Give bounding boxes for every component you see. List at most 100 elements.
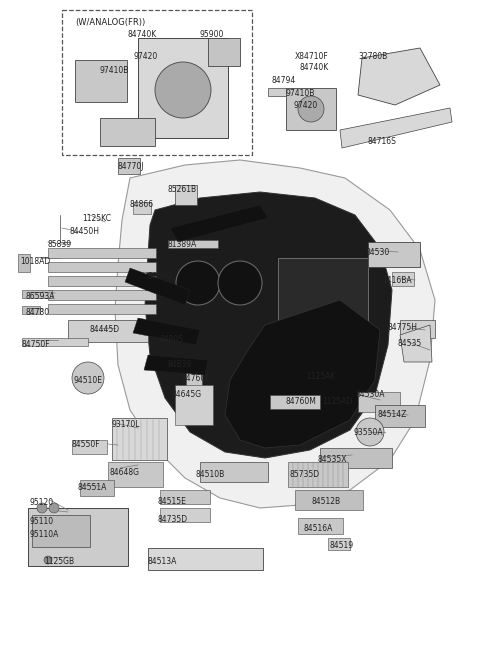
Bar <box>48 276 156 286</box>
Bar <box>200 462 268 482</box>
Text: 84839: 84839 <box>168 360 192 369</box>
Text: 84750F: 84750F <box>22 340 50 349</box>
Text: 1125AD: 1125AD <box>322 397 352 406</box>
Bar <box>170 358 186 366</box>
Bar <box>148 548 263 570</box>
Bar <box>22 290 52 298</box>
Bar <box>48 248 156 258</box>
Bar <box>208 38 240 66</box>
Bar <box>75 60 127 102</box>
Bar <box>160 508 210 522</box>
Text: 95900: 95900 <box>199 30 223 39</box>
Bar <box>320 448 392 468</box>
Bar <box>295 490 363 510</box>
Circle shape <box>49 503 59 513</box>
Text: 95120: 95120 <box>30 498 54 507</box>
Text: 84735D: 84735D <box>157 515 187 524</box>
Text: 84551A: 84551A <box>78 483 108 492</box>
Circle shape <box>37 503 47 513</box>
Text: 86593A: 86593A <box>26 292 56 301</box>
Text: 84648G: 84648G <box>110 468 140 477</box>
Text: 84535: 84535 <box>397 339 421 348</box>
Text: X84710F: X84710F <box>295 52 329 61</box>
Bar <box>368 242 420 267</box>
Bar <box>186 365 202 415</box>
Bar <box>328 538 350 550</box>
Polygon shape <box>225 300 380 448</box>
Circle shape <box>298 96 324 122</box>
Circle shape <box>356 418 384 446</box>
Text: 84510B: 84510B <box>196 470 225 479</box>
Text: 95110: 95110 <box>30 517 54 526</box>
Polygon shape <box>115 160 435 508</box>
Bar <box>298 518 343 534</box>
Bar <box>160 490 210 504</box>
Text: 84780: 84780 <box>26 308 50 317</box>
Bar <box>48 262 156 272</box>
Polygon shape <box>145 192 392 458</box>
Bar <box>358 392 400 412</box>
Text: 84519: 84519 <box>330 541 354 550</box>
Bar <box>80 480 114 496</box>
Bar <box>48 304 156 314</box>
Bar <box>48 290 156 300</box>
Text: 81389A: 81389A <box>168 240 197 249</box>
Text: 84760M: 84760M <box>286 397 317 406</box>
Text: 1018AD: 1018AD <box>20 257 50 266</box>
Bar <box>22 306 40 314</box>
Bar <box>286 88 336 130</box>
Text: 97410B: 97410B <box>100 66 130 75</box>
Text: 93170L: 93170L <box>112 420 141 429</box>
Text: 94510E: 94510E <box>73 376 102 385</box>
Bar <box>68 320 148 342</box>
Text: 85735D: 85735D <box>290 470 320 479</box>
Polygon shape <box>400 325 432 362</box>
Bar <box>18 254 30 272</box>
Text: 84535X: 84535X <box>318 455 348 464</box>
Text: 97410B: 97410B <box>285 89 314 98</box>
Bar <box>268 88 286 96</box>
Polygon shape <box>144 355 208 375</box>
Bar <box>72 440 107 454</box>
Text: 84515E: 84515E <box>157 497 186 506</box>
Bar <box>28 508 128 566</box>
Bar <box>278 258 368 323</box>
Text: 84445D: 84445D <box>90 325 120 334</box>
Text: 32780B: 32780B <box>358 52 387 61</box>
Text: 84530A: 84530A <box>355 390 384 399</box>
Polygon shape <box>170 205 268 242</box>
Text: 84550F: 84550F <box>72 440 101 449</box>
Bar <box>270 395 320 409</box>
Polygon shape <box>358 48 440 105</box>
Bar <box>108 462 163 487</box>
Polygon shape <box>340 108 452 148</box>
Bar <box>62 10 252 155</box>
Circle shape <box>44 556 52 564</box>
Bar <box>32 515 90 547</box>
Text: 84514Z: 84514Z <box>378 410 408 419</box>
Text: 84775H: 84775H <box>387 323 417 332</box>
Bar <box>118 158 140 174</box>
Bar <box>22 338 88 346</box>
Bar <box>100 118 155 146</box>
Bar <box>133 202 151 214</box>
Text: 84590: 84590 <box>148 272 172 281</box>
Bar <box>375 405 425 427</box>
Text: 84740K: 84740K <box>299 63 328 72</box>
Bar <box>288 462 348 487</box>
Text: 1416BA: 1416BA <box>382 276 412 285</box>
Circle shape <box>155 62 211 118</box>
Text: 84513A: 84513A <box>148 557 178 566</box>
Bar <box>392 272 414 286</box>
Text: 84450H: 84450H <box>69 227 99 236</box>
Text: 95110A: 95110A <box>30 530 60 539</box>
Bar <box>138 38 228 138</box>
Text: 97420: 97420 <box>133 52 157 61</box>
Text: 1125KC: 1125KC <box>82 214 111 223</box>
Text: 1125AK: 1125AK <box>306 372 336 381</box>
Text: 84645G: 84645G <box>172 390 202 399</box>
Text: 84866: 84866 <box>130 200 154 209</box>
Bar <box>112 418 167 460</box>
Text: 84716S: 84716S <box>368 137 397 146</box>
Circle shape <box>72 362 104 394</box>
